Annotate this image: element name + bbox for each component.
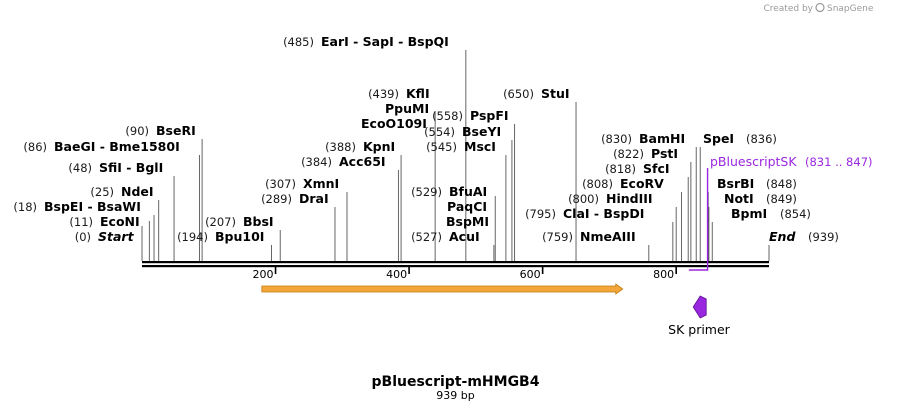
site-position-drai: (289) [261,192,292,206]
map-length: 939 bp [436,389,474,402]
site-name-bspmi[interactable]: BspMI [446,214,489,229]
site-name-baegi[interactable]: BaeGI - Bme1580I [54,139,180,154]
site-position-bseri: (90) [125,124,149,138]
backbone [142,261,769,268]
site-position-eari: (485) [283,35,314,49]
site-position-xmni: (307) [265,177,296,191]
orf-arrow[interactable] [261,283,624,295]
site-name-kpni[interactable]: KpnI [363,139,395,154]
axis-tick-label: 400 [386,268,407,281]
site-position-hindiii: (800) [568,192,599,206]
site-position-pspfi: (558) [432,109,463,123]
site-name-acui[interactable]: AcuI [449,229,480,244]
primer-bracket[interactable] [688,168,709,271]
site-name-eco0109i[interactable]: EcoO109I [361,116,427,131]
site-name-bfuai[interactable]: BfuAI [449,184,487,199]
site-position-spei: (836) [746,132,777,146]
site-position-bseyi: (554) [424,125,455,139]
brand-created-by: Created by [763,4,813,14]
axis-tick-label: 800 [653,268,674,281]
site-name-bseri[interactable]: BseRI [156,123,196,138]
snapgene-logo-icon [815,2,825,13]
site-name-clai[interactable]: ClaI - BspDI [563,206,644,221]
site-position-psti: (822) [613,147,644,161]
axis-tick-label: 200 [253,268,274,281]
backbone-top-strand [142,261,769,264]
site-position-sfci: (818) [605,162,636,176]
site-position-ecorv: (808) [582,177,613,191]
site-leader-lines [141,50,770,261]
site-name-xmni[interactable]: XmnI [303,176,339,191]
brand-name: SnapGene [827,4,874,14]
site-name-sfci[interactable]: SfcI [643,161,670,176]
site-name-stui[interactable]: StuI [541,86,570,101]
site-name-acc65i[interactable]: Acc65I [339,154,386,169]
site-position-clai: (795) [525,207,556,221]
site-position-ndei: (25) [90,185,114,199]
site-position-bpmi: (854) [780,207,811,221]
site-name-ndei[interactable]: NdeI [121,184,154,199]
site-position-bbsi: (207) [205,215,236,229]
site-name-bamhi[interactable]: BamHI [639,131,685,146]
site-position-stui: (650) [503,87,534,101]
site-name-ecorv[interactable]: EcoRV [620,176,664,191]
site-position-baegi: (86) [23,140,47,154]
site-name-msci[interactable]: MscI [464,139,496,154]
site-name-bpu10i[interactable]: Bpu10I [215,229,264,244]
site-name-psti[interactable]: PstI [651,146,678,161]
primer-name[interactable]: pBluescriptSK [710,154,797,169]
site-name-end[interactable]: End [769,229,796,244]
site-position-acc65i: (384) [301,155,332,169]
map-title: pBluescript-mHMGB4 [372,374,540,390]
site-name-drai[interactable]: DraI [299,191,329,206]
site-position-msci: (545) [426,140,457,154]
sk-primer-label: SK primer [668,322,731,337]
site-name-noti[interactable]: NotI [724,191,754,206]
site-position-bspei: (18) [13,200,37,214]
site-position-start: (0) [75,230,91,244]
site-name-bspei[interactable]: BspEI - BsaWI [44,199,141,214]
site-name-eari[interactable]: EarI - SapI - BspQI [321,34,449,49]
orf-feature[interactable] [261,283,624,295]
site-position-nmeaiii: (759) [542,230,573,244]
axis-tick-label: 600 [520,268,541,281]
backbone-bottom-strand [142,265,769,268]
primer-range: (831 .. 847) [805,155,873,169]
sk-primer-feature[interactable]: SK primer [668,295,731,337]
site-position-sfii: (48) [68,161,92,175]
site-position-bsrbi: (848) [766,177,797,191]
site-name-ppumi[interactable]: PpuMI [385,101,429,116]
site-position-kfli: (439) [368,87,399,101]
site-name-hindiii[interactable]: HindIII [606,191,653,206]
site-position-bfuai: (529) [411,185,442,199]
site-name-bbsi[interactable]: BbsI [243,214,274,229]
site-name-paqci[interactable]: PaqCI [447,199,487,214]
site-name-bseyi[interactable]: BseYI [462,124,501,139]
site-position-kpni: (388) [325,140,356,154]
site-name-nmeaiii[interactable]: NmeAIII [580,229,636,244]
snapgene-brand: Created by SnapGene [763,2,874,14]
site-position-noti: (849) [766,192,797,206]
site-position-end: (939) [808,230,839,244]
site-position-bamhi: (830) [601,132,632,146]
sk-primer-arrow[interactable] [692,295,707,319]
site-name-bsrbi[interactable]: BsrBI [717,176,754,191]
site-labels: (0) Start (11) EcoNI (18) BspEI - BsaWI(25) Nd… [13,34,839,244]
site-position-bpu10i: (194) [177,230,208,244]
site-name-spei[interactable]: SpeI [703,131,734,146]
site-name-pspfi[interactable]: PspFI [470,108,509,123]
site-position-acui: (527) [411,230,442,244]
site-position-econi: (11) [69,215,93,229]
primer-annotation[interactable]: pBluescriptSK (831 .. 847) [688,154,873,271]
site-name-sfii[interactable]: SfiI - BglI [99,160,163,175]
axis-ticks: 200 400 600 800 [253,267,677,281]
site-name-bpmi[interactable]: BpmI [731,206,767,221]
site-name-econi[interactable]: EcoNI [100,214,140,229]
site-name-kfli[interactable]: KflI [406,86,430,101]
site-name-start[interactable]: Start [98,229,135,244]
